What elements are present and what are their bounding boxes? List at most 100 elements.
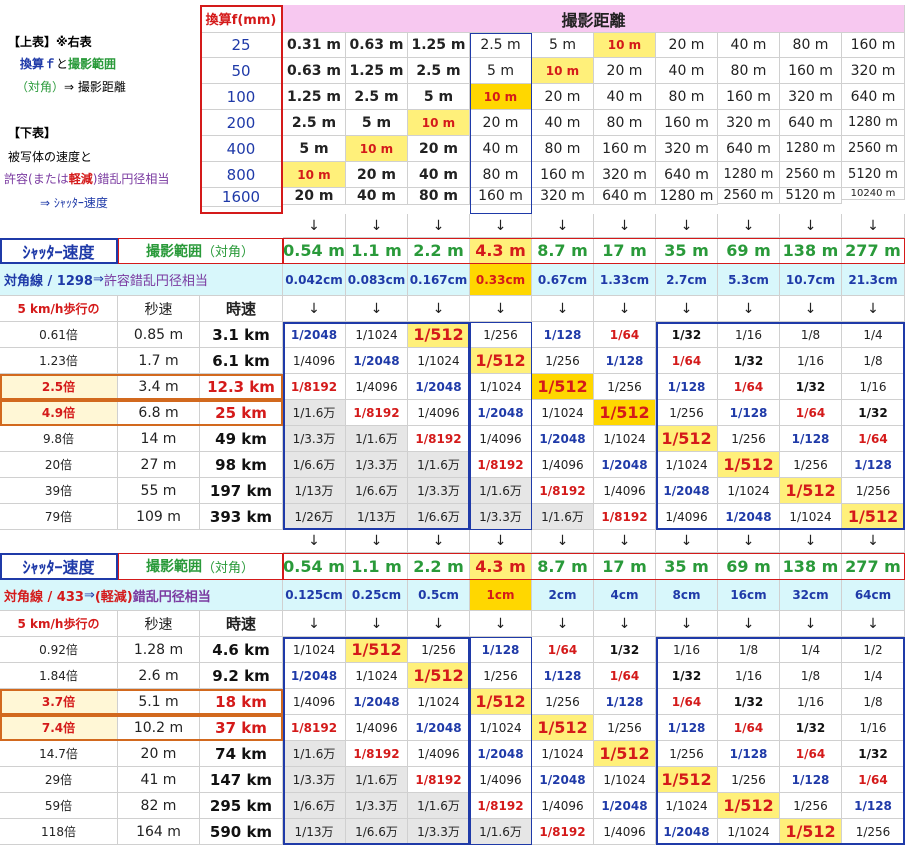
distance-cell[interactable]: 80 m: [470, 162, 532, 188]
shutter-cell[interactable]: 1/8192: [470, 793, 532, 819]
distance-cell[interactable]: 40 m: [656, 58, 718, 84]
speed-per-sec[interactable]: 82 m: [118, 793, 200, 819]
shutter-cell[interactable]: 1/4: [842, 663, 905, 689]
speed-per-hour[interactable]: 12.3 km: [200, 374, 283, 400]
speed-per-sec[interactable]: 55 m: [118, 478, 200, 504]
speed-per-sec[interactable]: 3.4 m: [118, 374, 200, 400]
shutter-cell[interactable]: 1/32: [842, 400, 905, 426]
range-value[interactable]: 277 m: [842, 238, 905, 264]
shutter-cell[interactable]: 1/1.6万: [283, 400, 346, 426]
range-value[interactable]: 17 m: [594, 553, 656, 580]
shutter-cell[interactable]: 1/256: [718, 767, 780, 793]
shutter-cell[interactable]: 1/8192: [408, 426, 470, 452]
shutter-cell[interactable]: 1/128: [718, 741, 780, 767]
coc-value[interactable]: 0.25cm: [346, 580, 408, 611]
arrow-cell[interactable]: ↓: [346, 296, 408, 322]
speed-per-hour[interactable]: 25 km: [200, 400, 283, 426]
distance-cell[interactable]: 1.25 m: [408, 33, 470, 58]
shutter-cell[interactable]: 1/16: [842, 374, 905, 400]
shutter-cell[interactable]: 1/2048: [470, 741, 532, 767]
shutter-cell[interactable]: 1/4096: [408, 741, 470, 767]
shutter-cell[interactable]: 1/2048: [656, 478, 718, 504]
arrow-cell[interactable]: ↓: [718, 530, 780, 553]
shutter-cell[interactable]: 1/1024: [656, 793, 718, 819]
shutter-cell[interactable]: 1/512: [656, 767, 718, 793]
shutter-cell[interactable]: 1/4096: [532, 793, 594, 819]
multiplier[interactable]: 20倍: [0, 452, 118, 478]
shutter-cell[interactable]: 1/4096: [283, 348, 346, 374]
speed-per-hour[interactable]: 3.1 km: [200, 322, 283, 348]
shutter-cell[interactable]: 1/2048: [346, 348, 408, 374]
shutter-cell[interactable]: 1/2048: [656, 819, 718, 845]
multiplier[interactable]: 3.7倍: [0, 689, 118, 715]
shutter-cell[interactable]: 1/512: [780, 819, 842, 845]
distance-cell[interactable]: 10 m: [283, 162, 346, 188]
distance-cell[interactable]: 40 m: [532, 110, 594, 136]
distance-cell[interactable]: 1280 m: [842, 110, 905, 136]
walk-label[interactable]: 5 km/h歩行の: [0, 296, 118, 322]
range-value[interactable]: 17 m: [594, 238, 656, 264]
shutter-cell[interactable]: 1/512: [532, 715, 594, 741]
arrow-cell[interactable]: ↓: [718, 214, 780, 238]
shutter-cell[interactable]: 1/32: [780, 374, 842, 400]
shutter-cell[interactable]: 1/8: [780, 663, 842, 689]
distance-cell[interactable]: 80 m: [594, 110, 656, 136]
distance-cell[interactable]: 10 m: [594, 33, 656, 58]
speed-per-sec[interactable]: 1.7 m: [118, 348, 200, 374]
distance-cell[interactable]: 320 m: [532, 188, 594, 205]
distance-cell[interactable]: 80 m: [656, 84, 718, 110]
focal-value[interactable]: 100: [200, 84, 283, 110]
shutter-cell[interactable]: 1/2048: [408, 715, 470, 741]
shutter-cell[interactable]: 1/8: [718, 637, 780, 663]
arrow-cell[interactable]: ↓: [470, 296, 532, 322]
range-label[interactable]: 撮影範囲 （対角）: [118, 238, 283, 264]
shutter-cell[interactable]: 1/128: [656, 715, 718, 741]
range-value[interactable]: 69 m: [718, 238, 780, 264]
range-value[interactable]: 2.2 m: [408, 553, 470, 580]
distance-cell[interactable]: 160 m: [532, 162, 594, 188]
shutter-cell[interactable]: 1/16: [780, 348, 842, 374]
arrow-cell[interactable]: ↓: [283, 296, 346, 322]
shutter-cell[interactable]: 1/128: [594, 348, 656, 374]
shutter-cell[interactable]: 1/256: [842, 819, 905, 845]
shutter-cell[interactable]: 1/128: [780, 426, 842, 452]
shutter-cell[interactable]: 1/2048: [594, 452, 656, 478]
shutter-cell[interactable]: 1/512: [594, 741, 656, 767]
shutter-cell[interactable]: 1/256: [780, 793, 842, 819]
shutter-cell[interactable]: 1/2: [842, 637, 905, 663]
distance-cell[interactable]: 1.25 m: [346, 58, 408, 84]
speed-per-hour[interactable]: 18 km: [200, 689, 283, 715]
arrow-cell[interactable]: ↓: [842, 611, 905, 637]
coc-value[interactable]: 1.33cm: [594, 264, 656, 296]
distance-cell[interactable]: 2.5 m: [408, 58, 470, 84]
shutter-cell[interactable]: 1/4: [842, 322, 905, 348]
hour-label[interactable]: 時速: [200, 296, 283, 322]
distance-cell[interactable]: 20 m: [408, 136, 470, 162]
shutter-cell[interactable]: 1/2048: [594, 793, 656, 819]
shutter-cell[interactable]: 1/6.6万: [346, 478, 408, 504]
distance-cell[interactable]: 2560 m: [718, 188, 780, 204]
range-value[interactable]: 8.7 m: [532, 553, 594, 580]
range-value[interactable]: 1.1 m: [346, 238, 408, 264]
shutter-cell[interactable]: 1/3.3万: [346, 452, 408, 478]
shutter-cell[interactable]: 1/512: [470, 689, 532, 715]
distance-cell[interactable]: 5120 m: [780, 188, 842, 204]
shutter-cell[interactable]: 1/64: [656, 348, 718, 374]
range-value[interactable]: 35 m: [656, 553, 718, 580]
distance-cell[interactable]: 40 m: [718, 33, 780, 58]
coc-value[interactable]: 10.7cm: [780, 264, 842, 296]
focal-value[interactable]: 400: [200, 136, 283, 162]
shutter-cell[interactable]: 1/64: [780, 400, 842, 426]
speed-per-hour[interactable]: 9.2 km: [200, 663, 283, 689]
shutter-cell[interactable]: 1/128: [594, 689, 656, 715]
shutter-cell[interactable]: 1/1024: [594, 426, 656, 452]
shutter-cell[interactable]: 1/4096: [594, 819, 656, 845]
shutter-cell[interactable]: 1/256: [842, 478, 905, 504]
arrow-cell[interactable]: ↓: [594, 530, 656, 553]
shutter-cell[interactable]: 1/4096: [283, 689, 346, 715]
multiplier[interactable]: 118倍: [0, 819, 118, 845]
multiplier[interactable]: 1.84倍: [0, 663, 118, 689]
speed-per-sec[interactable]: 5.1 m: [118, 689, 200, 715]
shutter-cell[interactable]: 1/8192: [594, 504, 656, 530]
distance-cell[interactable]: 2.5 m: [470, 33, 532, 58]
